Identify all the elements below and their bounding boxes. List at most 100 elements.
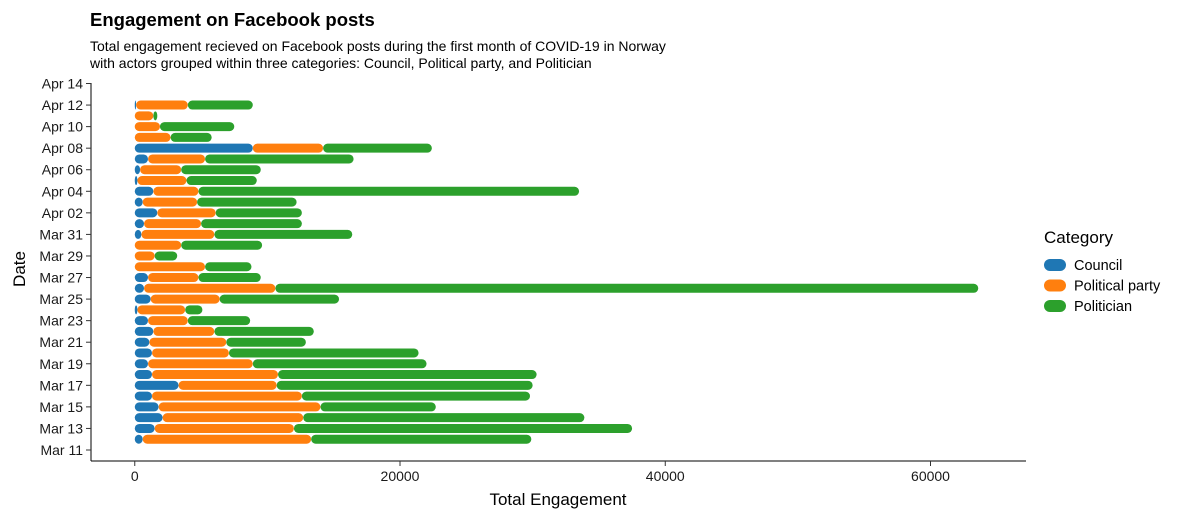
bar-apr-05-political-party xyxy=(137,176,187,186)
bar-mar-21-political-party xyxy=(149,337,227,347)
bar-mar-17-council xyxy=(134,380,179,390)
bar-mar-14-political-party xyxy=(162,413,304,423)
bar-mar-19-political-party xyxy=(148,359,253,369)
bar-mar-20-council xyxy=(134,348,153,358)
y-tick-label: Apr 08 xyxy=(42,140,83,156)
bar-mar-28-political-party xyxy=(134,262,206,272)
bar-mar-23-council xyxy=(134,316,149,326)
bar-mar-27-political-party xyxy=(148,273,199,283)
legend-key-politician xyxy=(1044,300,1066,312)
bar-apr-12-council xyxy=(134,100,137,110)
y-tick-label: Mar 17 xyxy=(39,377,83,393)
bar-apr-08-council xyxy=(134,143,253,153)
legend-label-politician: Politician xyxy=(1074,299,1132,315)
bar-mar-21-council xyxy=(134,337,150,347)
bar-mar-23-politician xyxy=(187,316,251,326)
bar-mar-22-council xyxy=(134,326,154,336)
bar-apr-12-political-party xyxy=(136,100,188,110)
bar-apr-06-council xyxy=(134,165,141,175)
bar-layer xyxy=(134,100,979,444)
bar-mar-31-political-party xyxy=(141,229,215,239)
bar-mar-21-politician xyxy=(226,337,306,347)
bar-mar-17-political-party xyxy=(178,380,277,390)
y-tick-label: Mar 23 xyxy=(39,313,83,329)
legend: Category Council Political party Politicia… xyxy=(1044,228,1161,315)
bar-apr-02-council xyxy=(134,208,158,218)
bar-apr-02-politician xyxy=(215,208,302,218)
bar-apr-08-politician xyxy=(323,143,432,153)
bar-apr-10-political-party xyxy=(134,122,160,132)
y-tick-label: Apr 06 xyxy=(42,162,83,178)
bar-mar-28-politician xyxy=(205,262,252,272)
bar-apr-11-political-party xyxy=(134,111,154,121)
bar-apr-06-politician xyxy=(181,165,261,175)
chart-title: Engagement on Facebook posts xyxy=(90,9,375,30)
bar-apr-04-politician xyxy=(198,186,580,196)
bar-mar-24-politician xyxy=(185,305,203,315)
legend-label-political-party: Political party xyxy=(1074,279,1161,295)
bar-mar-12-politician xyxy=(311,434,532,444)
chart-subtitle-line-2: with actors grouped within three categor… xyxy=(89,55,592,71)
bar-mar-18-political-party xyxy=(152,370,278,380)
legend-key-council xyxy=(1044,259,1066,271)
x-tick-label: 60000 xyxy=(911,468,950,484)
bar-apr-05-council xyxy=(134,176,138,186)
bar-mar-24-council xyxy=(134,305,138,315)
bar-mar-16-political-party xyxy=(152,391,302,401)
bar-mar-30-politician xyxy=(181,240,263,250)
y-tick-label: Apr 04 xyxy=(42,183,83,199)
bar-mar-13-council xyxy=(134,423,155,433)
x-axis-title: Total Engagement xyxy=(489,490,626,509)
y-tick-label: Apr 12 xyxy=(42,97,83,113)
bar-mar-25-politician xyxy=(219,294,340,304)
bar-mar-16-council xyxy=(134,391,153,401)
y-tick-label: Mar 13 xyxy=(39,420,83,436)
bar-apr-05-politician xyxy=(186,176,257,186)
bar-mar-22-political-party xyxy=(153,326,215,336)
bar-apr-01-political-party xyxy=(144,219,202,229)
bar-mar-13-politician xyxy=(293,423,633,433)
bar-mar-18-council xyxy=(134,370,153,380)
bar-mar-19-politician xyxy=(252,359,427,369)
bar-apr-04-political-party xyxy=(153,186,199,196)
bar-apr-03-political-party xyxy=(142,197,198,207)
y-tick-label: Mar 31 xyxy=(39,226,83,242)
y-tick-label: Apr 14 xyxy=(42,76,83,92)
bar-mar-12-political-party xyxy=(142,434,312,444)
bar-apr-07-politician xyxy=(205,154,354,164)
bar-mar-30-political-party xyxy=(134,240,182,250)
x-tick-label: 0 xyxy=(131,468,139,484)
bar-mar-15-political-party xyxy=(158,402,321,412)
bar-apr-10-politician xyxy=(159,122,235,132)
y-tick-label: Mar 15 xyxy=(39,399,83,415)
legend-key-political-party xyxy=(1044,279,1066,292)
bar-mar-16-politician xyxy=(301,391,530,401)
y-tick-label: Mar 11 xyxy=(40,442,83,458)
axes: 0 20000 40000 60000 Mar 11 Mar 13 Mar 15 Mar 17… xyxy=(39,76,1026,484)
bar-mar-24-political-party xyxy=(137,305,186,315)
bar-mar-31-politician xyxy=(214,229,353,239)
bar-apr-08-political-party xyxy=(252,143,324,153)
bar-mar-12-council xyxy=(134,434,143,444)
y-tick-label: Mar 19 xyxy=(39,356,83,372)
bar-apr-09-politician xyxy=(170,132,212,142)
bar-apr-06-political-party xyxy=(140,165,182,175)
bar-mar-22-politician xyxy=(214,326,314,336)
bar-mar-25-political-party xyxy=(150,294,220,304)
bar-apr-02-political-party xyxy=(157,208,216,218)
bar-apr-01-politician xyxy=(201,219,302,229)
bar-apr-04-council xyxy=(134,186,154,196)
bar-apr-11-politician xyxy=(153,111,158,121)
bar-mar-20-political-party xyxy=(152,348,229,358)
y-tick-label: Apr 10 xyxy=(42,119,83,135)
chart-subtitle-line-1: Total engagement recieved on Facebook po… xyxy=(90,38,666,54)
y-tick-label: Mar 27 xyxy=(39,270,83,286)
bar-apr-07-council xyxy=(134,154,149,164)
bar-mar-25-council xyxy=(134,294,151,304)
bar-apr-07-political-party xyxy=(148,154,206,164)
y-tick-label: Mar 25 xyxy=(39,291,83,307)
x-tick-label: 20000 xyxy=(381,468,420,484)
bar-mar-29-politician xyxy=(154,251,178,261)
bar-mar-23-political-party xyxy=(148,316,188,326)
